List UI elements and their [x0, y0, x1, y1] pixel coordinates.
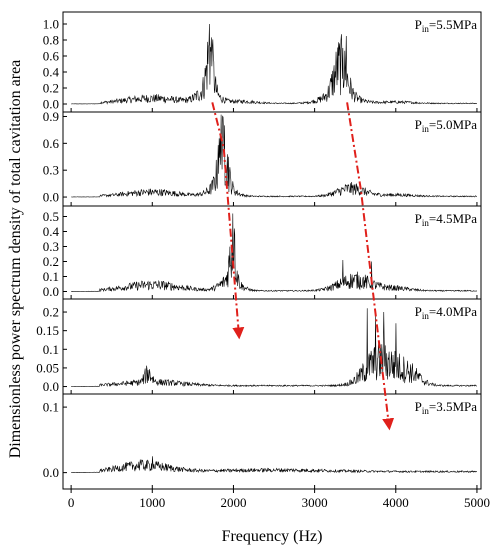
y-tick-label: 0.5 — [43, 209, 59, 224]
y-tick-label: 0.1 — [43, 342, 59, 357]
panel-frame — [62, 393, 482, 490]
y-tick-label: 0.0 — [43, 190, 59, 205]
y-tick-label: 0.6 — [43, 136, 60, 151]
panel-4: 0.0 0.05 0.1 0.15 0.2 Pin=4.0MPa — [36, 298, 482, 395]
panel-1: 0.00.20.40.60.81.0 Pin=5.5MPa — [43, 11, 482, 113]
y-axis-label: Dimensionless power spectrum density of … — [7, 60, 24, 459]
y-tick-label: 0.0 — [43, 284, 59, 299]
y-tick-label: 0.4 — [43, 65, 60, 80]
pressure-label: Pin=5.5MPa — [415, 17, 478, 34]
pressure-label: Pin=3.5MPa — [415, 399, 478, 416]
y-tick-label: 0.3 — [43, 163, 59, 178]
x-tick-label: 3000 — [302, 495, 328, 510]
spectrum-trace — [71, 308, 477, 388]
trend-arrows — [211, 102, 395, 431]
y-tick-label: 0.0 — [43, 97, 59, 112]
y-tick-label: 0.15 — [36, 323, 59, 338]
trend-arrow-1 — [211, 102, 245, 340]
x-axis-label: Frequency (Hz) — [222, 528, 323, 545]
panel-5: 0.0 0.1 Pin=3.5MPa — [43, 393, 482, 490]
y-tick-label: 0.3 — [43, 239, 59, 254]
pressure-label: Pin=5.0MPa — [415, 117, 478, 134]
x-tick-label: 0 — [68, 495, 75, 510]
panels: 0.00.20.40.60.81.0 Pin=5.5MPa0.00.30.60.9… — [36, 11, 482, 490]
y-tick-label: 0.2 — [43, 305, 59, 320]
spectrum-trace — [71, 213, 478, 293]
y-tick-label: 0.0 — [43, 379, 59, 394]
y-tick-label: 0.2 — [43, 254, 59, 269]
y-tick-label: 0.2 — [43, 81, 59, 96]
y-tick-label: 0.8 — [43, 33, 59, 48]
panel-2: 0.0 0.3 0.6 0.9 Pin=5.0MPa — [43, 109, 482, 207]
x-tick-label: 5000 — [464, 495, 490, 510]
y-tick-label: 0.05 — [36, 360, 59, 375]
spectrum-trace — [71, 23, 477, 105]
y-tick-label: 0.9 — [43, 109, 59, 124]
y-tick-label: 0.1 — [43, 400, 59, 415]
x-tick-label: 4000 — [383, 495, 409, 510]
y-tick-label: 0.4 — [43, 224, 60, 239]
y-tick-label: 1.0 — [43, 17, 59, 32]
x-tick-label: 1000 — [139, 495, 165, 510]
x-axis: 0 1000 2000 3000 4000 5000 — [68, 489, 490, 510]
y-tick-label: 0.1 — [43, 269, 59, 284]
trend-arrow-2 — [346, 102, 395, 431]
pressure-label: Pin=4.5MPa — [415, 211, 478, 228]
y-tick-label: 0.0 — [43, 465, 59, 480]
spectrum-trace — [71, 456, 477, 474]
spectrum-trace — [71, 114, 478, 198]
pressure-label: Pin=4.0MPa — [415, 304, 478, 321]
panel-3: 0.00.10.20.30.40.5 Pin=4.5MPa — [43, 205, 482, 300]
x-tick-label: 2000 — [220, 495, 246, 510]
y-tick-label: 0.6 — [43, 49, 60, 64]
